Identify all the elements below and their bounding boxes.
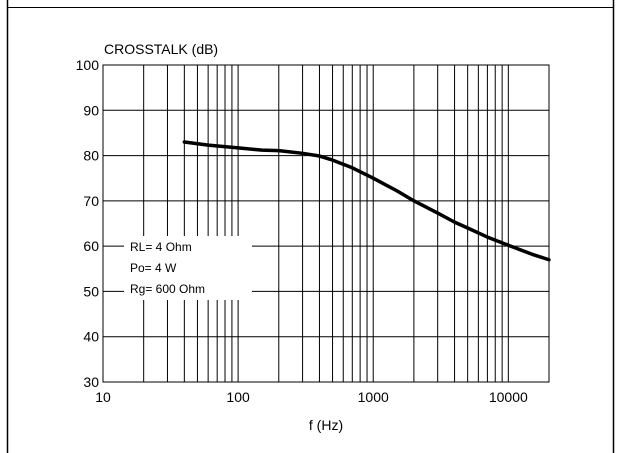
x-tick-label: 10000 [489, 389, 528, 405]
x-axis-ticks: 10 100 1000 10000 [95, 389, 528, 405]
y-tick-label: 100 [76, 57, 100, 73]
y-axis-ticks: 30 40 50 60 70 80 90 100 [76, 57, 100, 390]
plot-area-border [102, 64, 550, 383]
conditions-legend: RL= 4 Ohm Po= 4 W Rg= 600 Ohm [124, 236, 252, 300]
y-tick-label: 80 [83, 148, 99, 164]
x-tick-label: 100 [226, 389, 250, 405]
condition-output-power: Po= 4 W [130, 261, 177, 275]
grid [102, 64, 550, 383]
x-tick-label: 1000 [358, 389, 389, 405]
condition-source-resistance: Rg= 600 Ohm [130, 282, 205, 296]
y-axis-title: CROSSTALK (dB) [104, 41, 218, 57]
y-tick-label: 40 [83, 329, 99, 345]
condition-load-resistance: RL= 4 Ohm [130, 240, 192, 254]
y-tick-label: 50 [83, 283, 99, 299]
y-tick-label: 90 [83, 102, 99, 118]
y-tick-label: 60 [83, 238, 99, 254]
conditions-legend-box [124, 236, 252, 300]
x-axis-title: f (Hz) [309, 417, 343, 433]
frame [6, 0, 615, 453]
crosstalk-curve [182, 140, 551, 262]
y-tick-label: 30 [83, 374, 99, 390]
y-tick-label: 70 [83, 193, 99, 209]
x-tick-label: 10 [95, 389, 111, 405]
